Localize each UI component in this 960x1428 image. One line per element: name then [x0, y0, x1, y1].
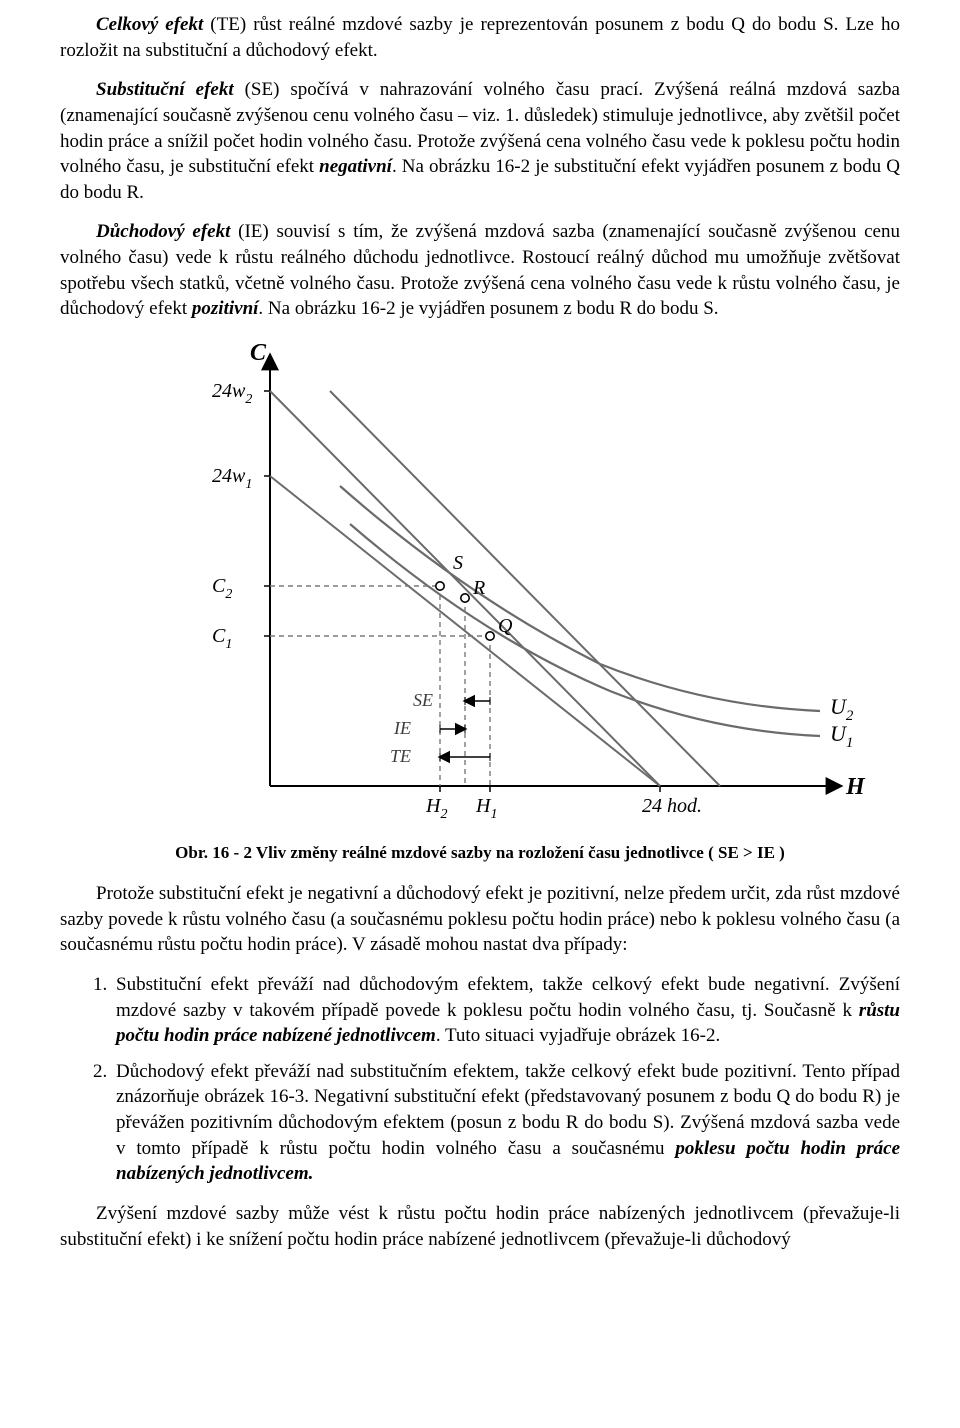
- svg-text:S: S: [453, 552, 463, 574]
- svg-text:H: H: [845, 774, 866, 800]
- svg-text:H2: H2: [425, 795, 447, 822]
- paragraph-cases-intro: Protože substituční efekt je negativní a…: [60, 881, 900, 958]
- svg-text:U2: U2: [830, 694, 854, 724]
- svg-text:IE: IE: [393, 718, 411, 738]
- case1-a: Substituční efekt převáží nad důchodovým…: [116, 974, 900, 1021]
- figure-16-2: C H 24w2 24w1 C2 C1 H2 H1 24 hod. U1U2 QRS SEIE TE: [100, 336, 900, 836]
- svg-text:C: C: [250, 340, 267, 366]
- cases-list: Substituční efekt převáží nad důchodovým…: [112, 972, 900, 1187]
- paragraph-closing: Zvýšení mzdové sazby může vést k růstu p…: [60, 1201, 900, 1252]
- paragraph-ie: Důchodový efekt (IE) souvisí s tím, že z…: [60, 219, 900, 322]
- svg-text:TE: TE: [390, 746, 411, 766]
- ie-text-b: . Na obrázku 16-2 je vyjádřen posunem z …: [258, 298, 718, 319]
- svg-text:C2: C2: [212, 575, 232, 602]
- paragraph-te: Celkový efekt (TE) růst reálné mzdové sa…: [60, 12, 900, 63]
- svg-text:H1: H1: [475, 795, 497, 822]
- se-term: Substituční efekt: [96, 79, 234, 100]
- svg-text:24w2: 24w2: [212, 380, 252, 407]
- figure-caption: Obr. 16 - 2 Vliv změny reálné mzdové saz…: [60, 842, 900, 865]
- svg-text:24w1: 24w1: [212, 465, 252, 492]
- svg-text:Q: Q: [498, 615, 513, 637]
- case-2: Důchodový efekt převáží nad substitučním…: [112, 1059, 900, 1187]
- svg-text:C1: C1: [212, 625, 232, 652]
- case-1: Substituční efekt převáží nad důchodovým…: [112, 972, 900, 1049]
- se-negativni: negativní: [319, 156, 392, 177]
- ie-pozitivni: pozitivní: [192, 298, 259, 319]
- te-term: Celkový efekt: [96, 14, 203, 35]
- case1-c: . Tuto situaci vyjadřuje obrázek 16-2.: [436, 1025, 720, 1046]
- paragraph-se: Substituční efekt (SE) spočívá v nahrazo…: [60, 77, 900, 205]
- svg-text:24 hod.: 24 hod.: [642, 795, 702, 817]
- svg-text:U1: U1: [830, 721, 853, 751]
- svg-text:SE: SE: [413, 690, 433, 710]
- svg-text:R: R: [472, 577, 485, 599]
- ie-term: Důchodový efekt: [96, 221, 230, 242]
